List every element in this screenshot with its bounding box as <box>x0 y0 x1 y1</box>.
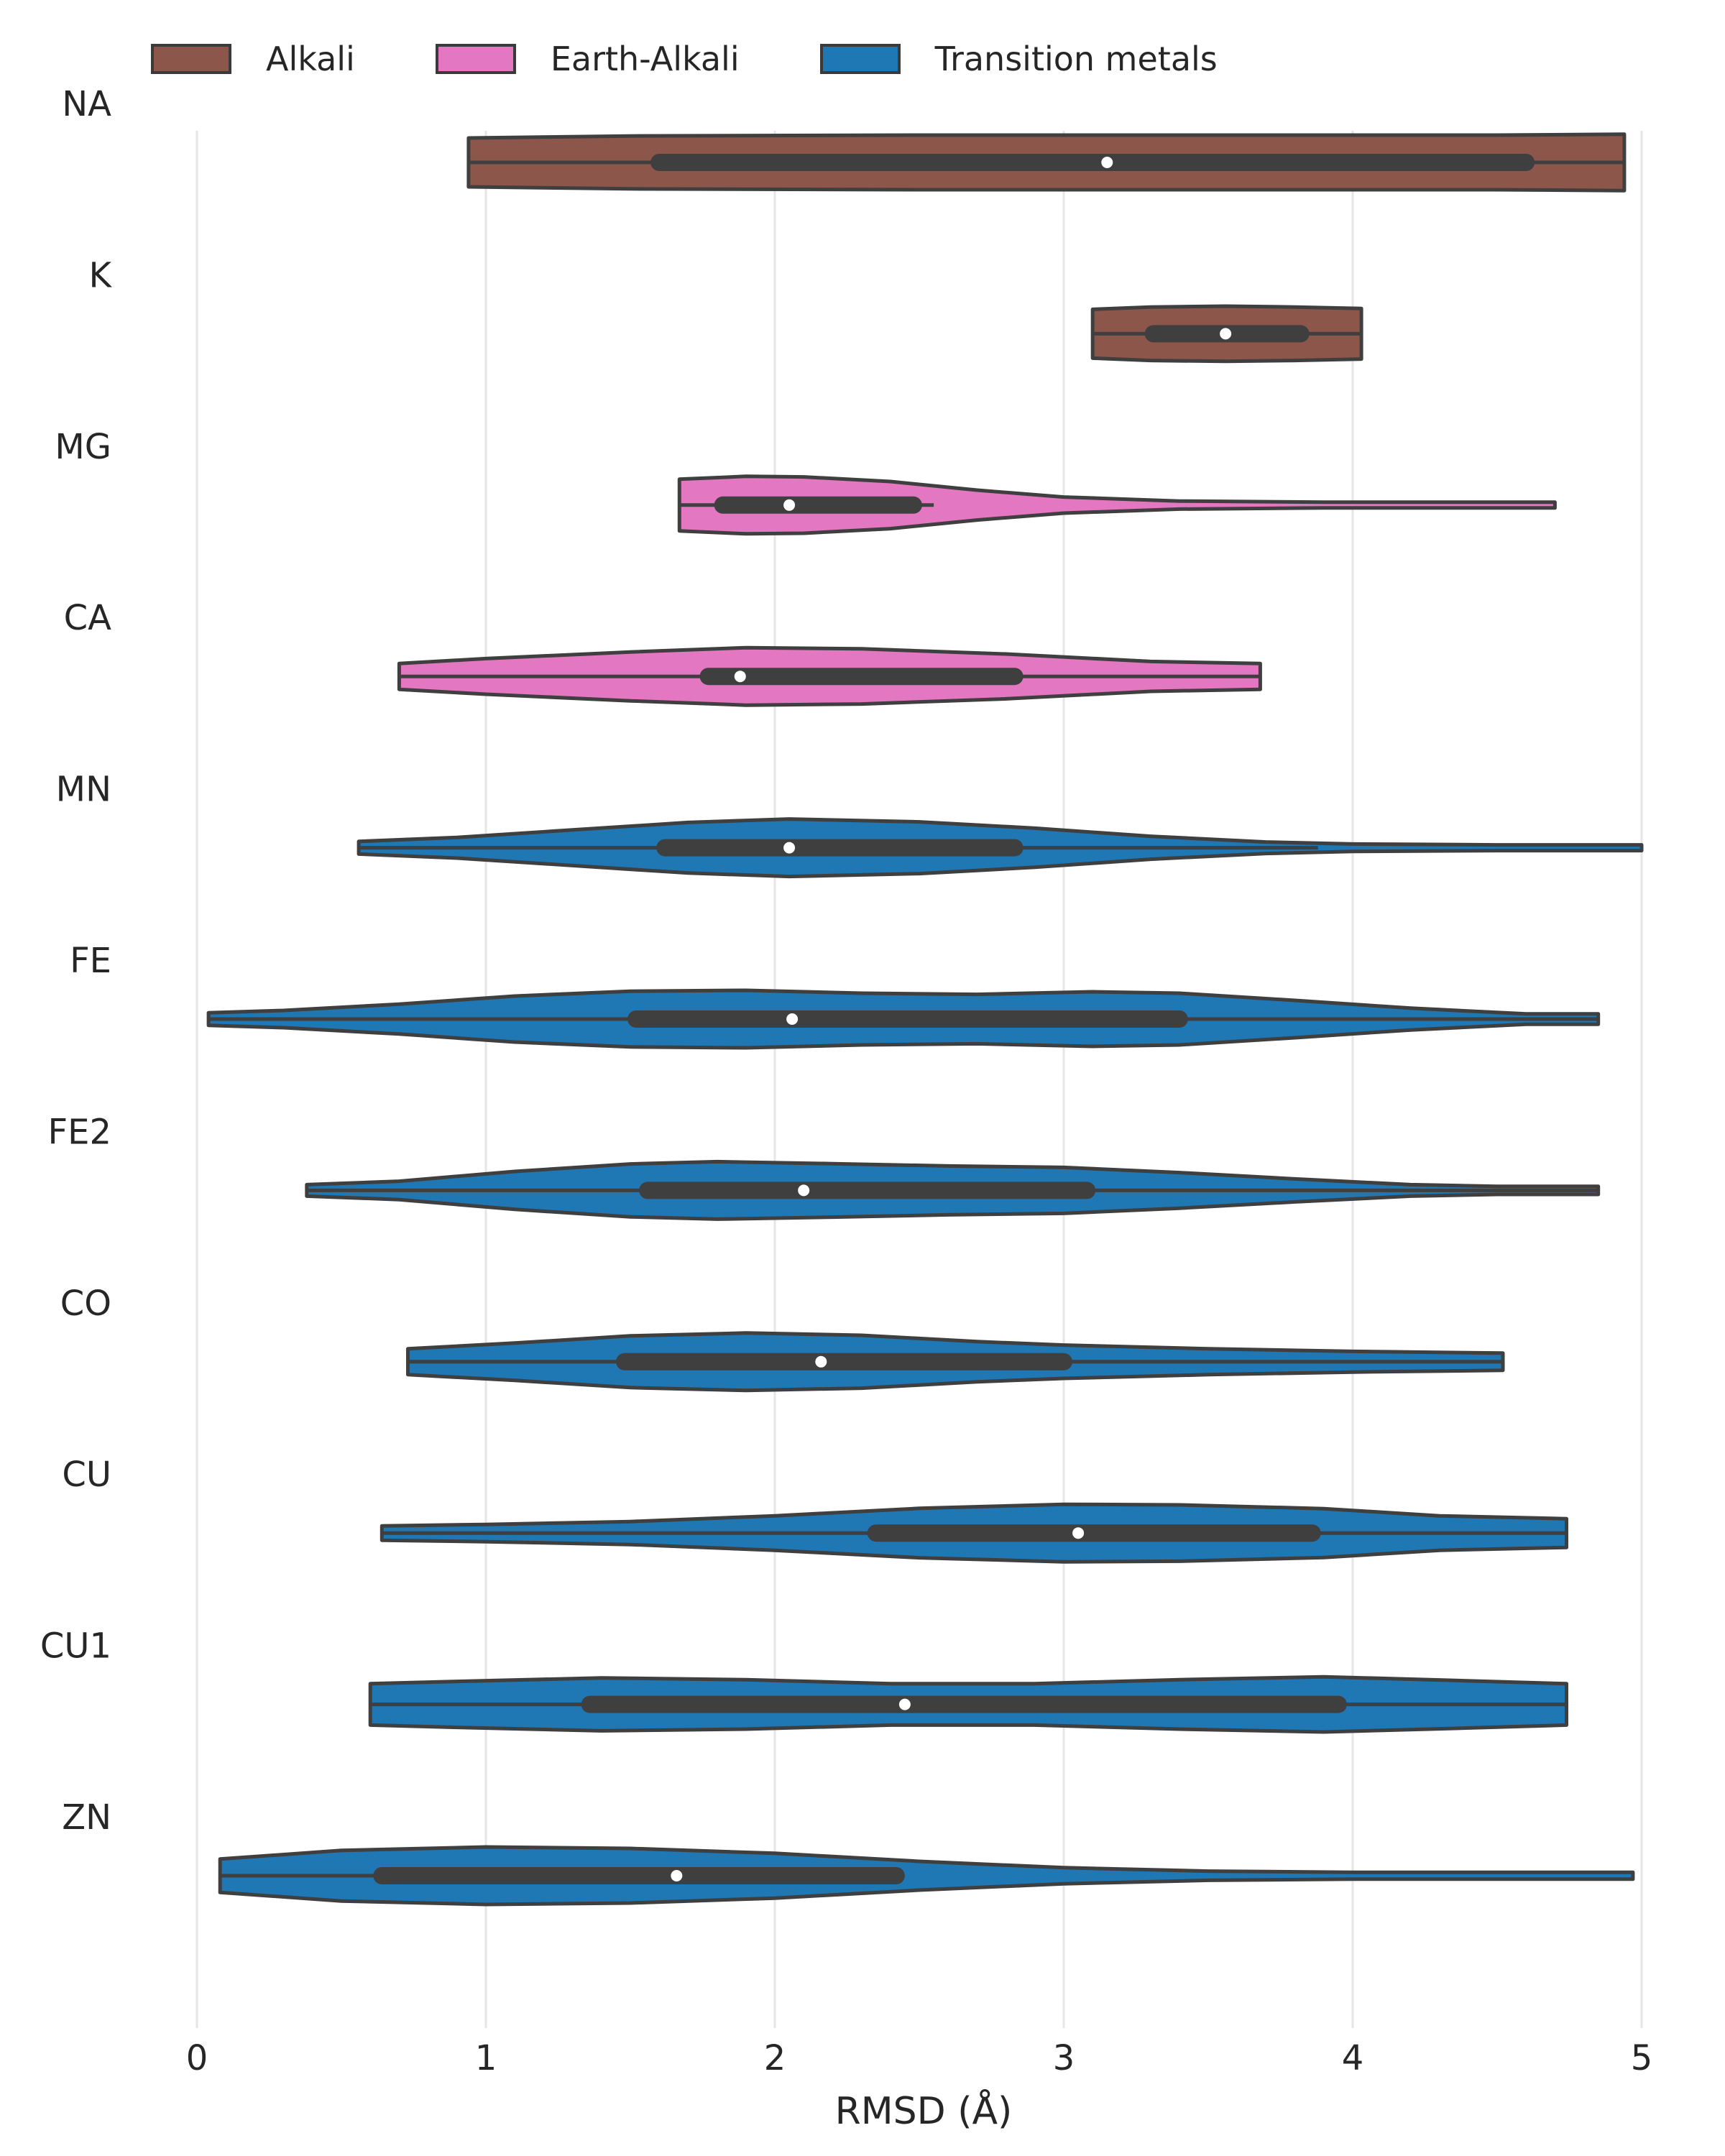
x-tick-label-2: 2 <box>764 2038 786 2078</box>
category-label-ca: CA <box>64 598 112 638</box>
violin-median-mg <box>783 499 796 511</box>
legend-label-earth-alkali: Earth-Alkali <box>550 40 740 78</box>
legend-item-transition-metals[interactable]: Transition metals <box>819 40 1218 78</box>
violin-median-fe <box>786 1013 799 1025</box>
violin-co <box>406 1331 1505 1393</box>
violin-median-fe2 <box>798 1184 810 1197</box>
category-label-fe: FE <box>70 941 111 981</box>
legend-swatch-transition-metals <box>819 44 901 74</box>
violin-median-mn <box>783 842 796 854</box>
category-labels: NA K MG CA MN FE FE2 CO CU CU1 ZN <box>40 84 113 1838</box>
category-label-mn: MN <box>56 770 111 810</box>
category-label-k: K <box>89 255 113 295</box>
legend-label-alkali: Alkali <box>266 40 355 78</box>
violin-body-mg <box>677 474 1557 536</box>
violin-ca <box>397 645 1262 707</box>
category-label-mg: MG <box>55 427 111 467</box>
legend-swatch-alkali <box>151 44 231 74</box>
violin-na <box>466 132 1627 193</box>
violin-mn <box>356 817 1644 879</box>
violin-mg <box>677 474 1557 536</box>
violin-cu <box>380 1502 1568 1564</box>
legend-item-alkali[interactable]: Alkali <box>151 40 355 78</box>
category-label-cu: CU <box>62 1455 111 1495</box>
violin-median-na <box>1101 157 1113 168</box>
x-tick-label-3: 3 <box>1053 2038 1075 2078</box>
x-tick-label-0: 0 <box>186 2038 208 2078</box>
gridlines <box>196 131 1643 2028</box>
violin-zn <box>218 1845 1635 1907</box>
x-axis-ticks: 0 1 2 3 4 5 <box>186 2038 1653 2078</box>
violin-body-zn <box>218 1845 1635 1907</box>
category-label-fe2: FE2 <box>48 1112 111 1152</box>
violin-median-cu <box>1072 1527 1085 1539</box>
violin-median-ca <box>734 671 746 683</box>
legend-swatch-earth-alkali <box>435 44 516 74</box>
category-label-co: CO <box>60 1284 111 1324</box>
violin-fe2 <box>305 1159 1601 1221</box>
violin-median-cu1 <box>898 1698 911 1710</box>
legend-label-transition-metals: Transition metals <box>934 40 1218 78</box>
legend-item-earth-alkali[interactable]: Earth-Alkali <box>435 40 740 78</box>
violin-k <box>1090 304 1363 364</box>
violin-median-k <box>1220 328 1232 340</box>
category-label-cu1: CU1 <box>40 1626 111 1667</box>
violin-cu1 <box>368 1674 1568 1734</box>
legend: Alkali Earth-Alkali Transition metals <box>151 33 1298 85</box>
category-label-na: NA <box>62 84 111 124</box>
category-label-zn: ZN <box>62 1797 111 1838</box>
violins <box>206 132 1644 1907</box>
x-tick-label-4: 4 <box>1342 2038 1364 2078</box>
violin-median-co <box>815 1355 827 1368</box>
violin-median-zn <box>671 1870 683 1881</box>
violin-fe <box>206 988 1601 1050</box>
x-tick-label-5: 5 <box>1631 2038 1653 2078</box>
x-tick-label-1: 1 <box>475 2038 497 2078</box>
x-axis-title: RMSD (Å) <box>835 2088 1013 2133</box>
